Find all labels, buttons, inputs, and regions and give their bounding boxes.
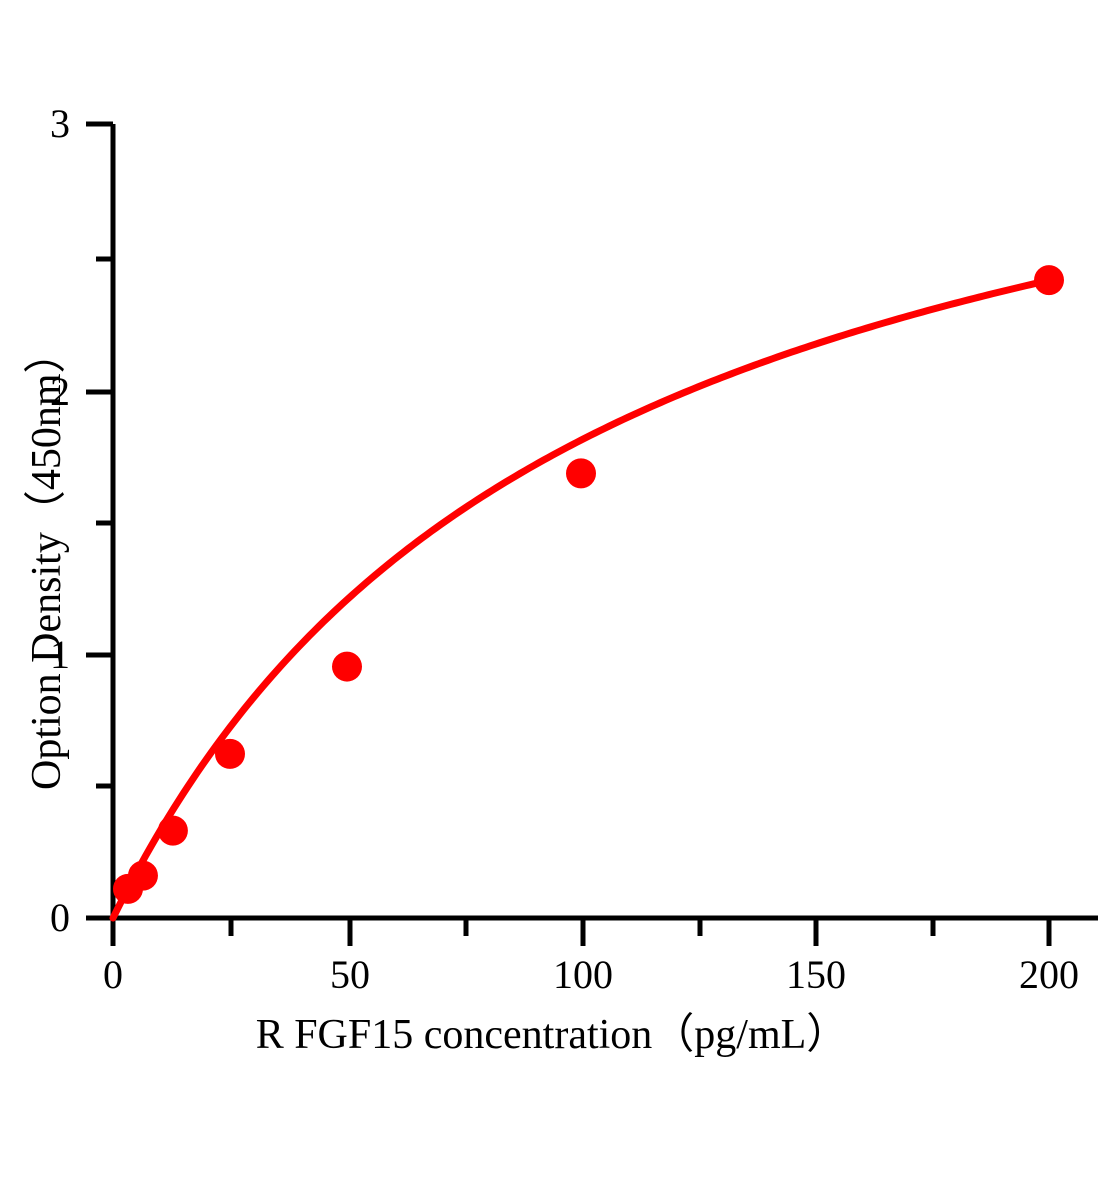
y-tick-label-1: 1 (50, 632, 70, 677)
x-axis-title: R FGF15 concentration（pg/mL） (255, 1012, 849, 1058)
x-tick-label-50: 50 (330, 952, 370, 997)
y-tick-label-2: 2 (50, 369, 70, 414)
fitted-curve (109, 276, 1053, 922)
data-point (332, 651, 362, 682)
data-point (215, 738, 245, 769)
x-axis-minor-ticks (228, 918, 936, 936)
data-point (1034, 265, 1064, 296)
y-axis-minor-ticks (96, 256, 113, 789)
x-tick-label-100: 100 (553, 952, 613, 997)
x-tick-label-200: 200 (1019, 952, 1079, 997)
y-axis-title: Option Density（450nm） (24, 331, 70, 791)
data-point-group (112, 265, 1064, 904)
y-axis-major-ticks (86, 121, 113, 921)
x-tick-label-150: 150 (786, 952, 846, 997)
x-tick-label-0: 0 (103, 952, 123, 997)
y-tick-label-0: 0 (50, 895, 70, 940)
data-point (566, 458, 596, 489)
x-axis-major-ticks (110, 918, 1052, 946)
data-point (127, 860, 158, 891)
y-tick-label-3: 3 (50, 101, 70, 146)
data-point (157, 815, 188, 846)
